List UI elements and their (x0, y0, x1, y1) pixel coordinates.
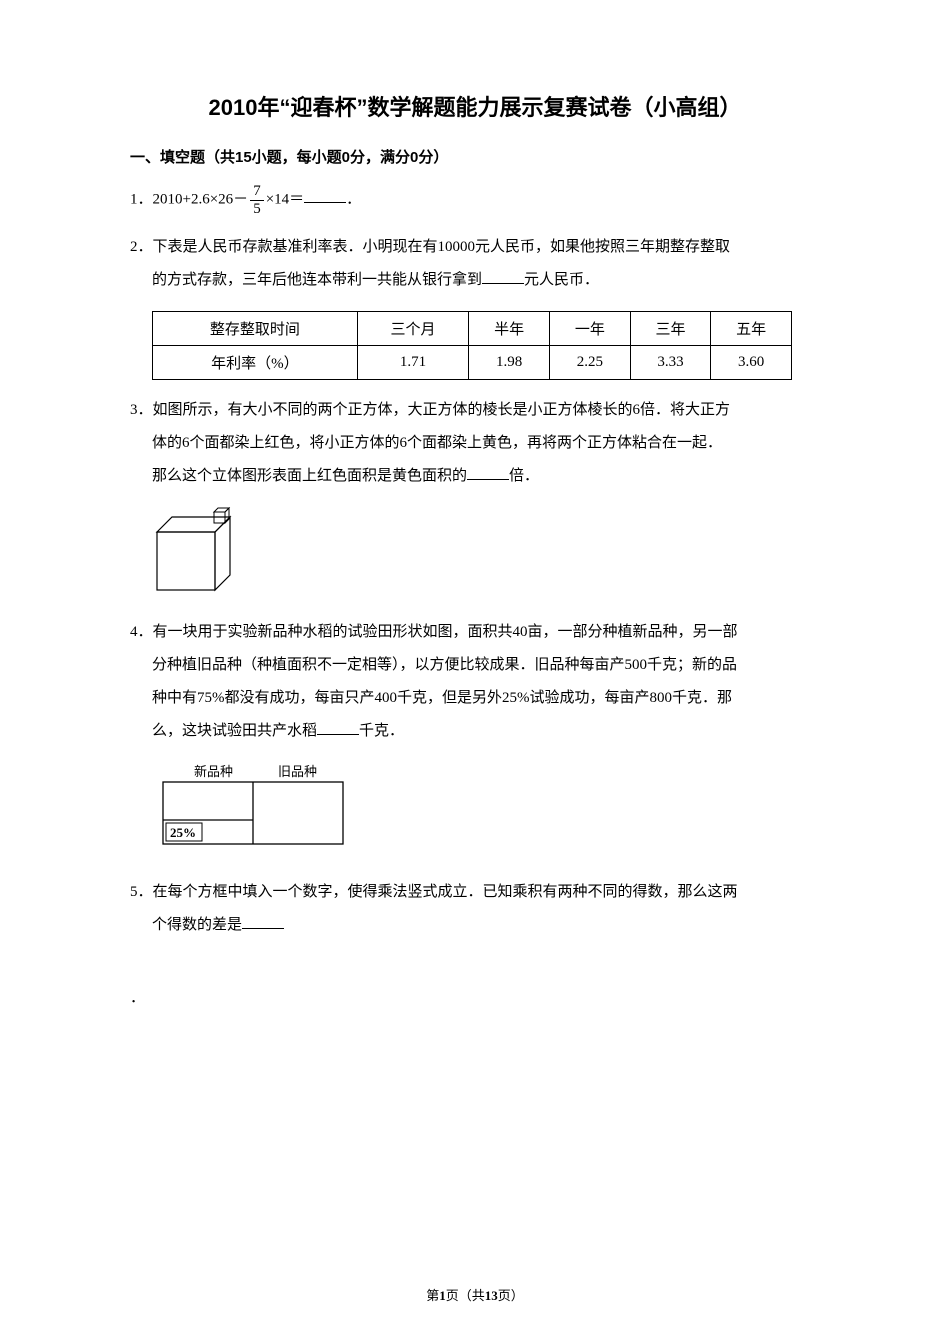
q2-table: 整存整取时间 三个月 半年 一年 三年 五年 年利率（%） 1.71 1.98 … (152, 311, 792, 380)
table-cell: 1.98 (469, 346, 550, 380)
q2-line2: 的方式存款，三年后他连本带利一共能从银行拿到 (152, 272, 482, 288)
q3-blank (467, 465, 509, 480)
question-3: 3．如图所示，有大小不同的两个正方体，大正方体的棱长是小正方体棱长的6倍．将大正… (130, 394, 820, 493)
table-cell: 一年 (550, 312, 631, 346)
q1-blank (304, 188, 346, 203)
q4-num: 4． (130, 624, 153, 640)
q1-after: ×14＝ (266, 191, 304, 207)
q5-dot: ． (130, 982, 820, 1015)
q1-before: 2010+2.6×26－ (153, 191, 249, 207)
q2-num: 2． (130, 239, 153, 255)
table-cell: 整存整取时间 (153, 312, 358, 346)
page-footer: 第1页（共13页） (0, 1285, 950, 1304)
table-row: 年利率（%） 1.71 1.98 2.25 3.33 3.60 (153, 346, 792, 380)
footer-prefix: 第 (426, 1288, 439, 1303)
footer-total: 13 (485, 1288, 498, 1303)
table-cell: 三个月 (357, 312, 469, 346)
q4-line2: 分种植旧品种（种植面积不一定相等），以方便比较成果．旧品种每亩产500千克；新的… (152, 657, 737, 673)
question-4: 4．有一块用于实验新品种水稻的试验田形状如图，面积共40亩，一部分种植新品种，另… (130, 616, 820, 748)
q4-line3: 种中有75%都没有成功，每亩只产400千克，但是另外25%试验成功，每亩产800… (152, 690, 732, 706)
question-5: 5．在每个方框中填入一个数字，使得乘法竖式成立．已知乘积有两种不同的得数，那么这… (130, 876, 820, 942)
question-1: 1．2010+2.6×26－75×14＝ ． (130, 183, 820, 217)
q1-fraction: 75 (250, 183, 264, 217)
footer-mid: 页（共 (446, 1288, 485, 1303)
q1-frac-den: 5 (250, 201, 264, 218)
q1-tail: ． (346, 191, 361, 207)
cube-icon (152, 507, 247, 597)
q4-figure: 新品种 旧品种 25% (158, 762, 820, 862)
q5-line1: 在每个方框中填入一个数字，使得乘法竖式成立．已知乘积有两种不同的得数，那么这两 (153, 884, 738, 900)
q4-line4-tail: 千克． (359, 723, 404, 739)
q3-num: 3． (130, 402, 153, 418)
table-row: 整存整取时间 三个月 半年 一年 三年 五年 (153, 312, 792, 346)
pct-label: 25% (170, 825, 196, 840)
q5-blank (242, 914, 284, 929)
q3-line3-tail: 倍． (509, 468, 539, 484)
table-cell: 半年 (469, 312, 550, 346)
q5-line2: 个得数的差是 (152, 917, 242, 933)
table-cell: 3.60 (711, 346, 792, 380)
q3-line1: 如图所示，有大小不同的两个正方体，大正方体的棱长是小正方体棱长的6倍．将大正方 (153, 402, 731, 418)
q2-line1: 下表是人民币存款基准利率表．小明现在有10000元人民币，如果他按照三年期整存整… (153, 239, 731, 255)
table-cell: 1.71 (357, 346, 469, 380)
label-new: 新品种 (194, 764, 233, 779)
q5-dot-text: ． (130, 990, 145, 1006)
section-heading: 一、填空题（共15小题，每小题0分，满分0分） (130, 146, 820, 167)
question-2: 2．下表是人民币存款基准利率表．小明现在有10000元人民币，如果他按照三年期整… (130, 231, 820, 297)
q2-line2-tail: 元人民币． (524, 272, 599, 288)
label-old: 旧品种 (278, 764, 317, 779)
field-diagram-icon: 新品种 旧品种 25% (158, 762, 358, 857)
table-cell: 3.33 (630, 346, 711, 380)
table-cell: 三年 (630, 312, 711, 346)
q1-num: 1． (130, 191, 153, 207)
q3-line3: 那么这个立体图形表面上红色面积是黄色面积的 (152, 468, 467, 484)
q4-line1: 有一块用于实验新品种水稻的试验田形状如图，面积共40亩，一部分种植新品种，另一部 (153, 624, 738, 640)
table-cell: 年利率（%） (153, 346, 358, 380)
q4-blank (317, 720, 359, 735)
table-cell: 五年 (711, 312, 792, 346)
q5-num: 5． (130, 884, 153, 900)
footer-suffix: 页） (498, 1288, 524, 1303)
page-title: 2010年“迎春杯”数学解题能力展示复赛试卷（小高组） (130, 90, 820, 122)
q3-line2: 体的6个面都染上红色，将小正方体的6个面都染上黄色，再将两个正方体粘合在一起． (152, 435, 722, 451)
q3-figure (152, 507, 820, 602)
q4-line4: 么，这块试验田共产水稻 (152, 723, 317, 739)
q2-blank (482, 269, 524, 284)
q1-frac-num: 7 (250, 183, 264, 201)
table-cell: 2.25 (550, 346, 631, 380)
